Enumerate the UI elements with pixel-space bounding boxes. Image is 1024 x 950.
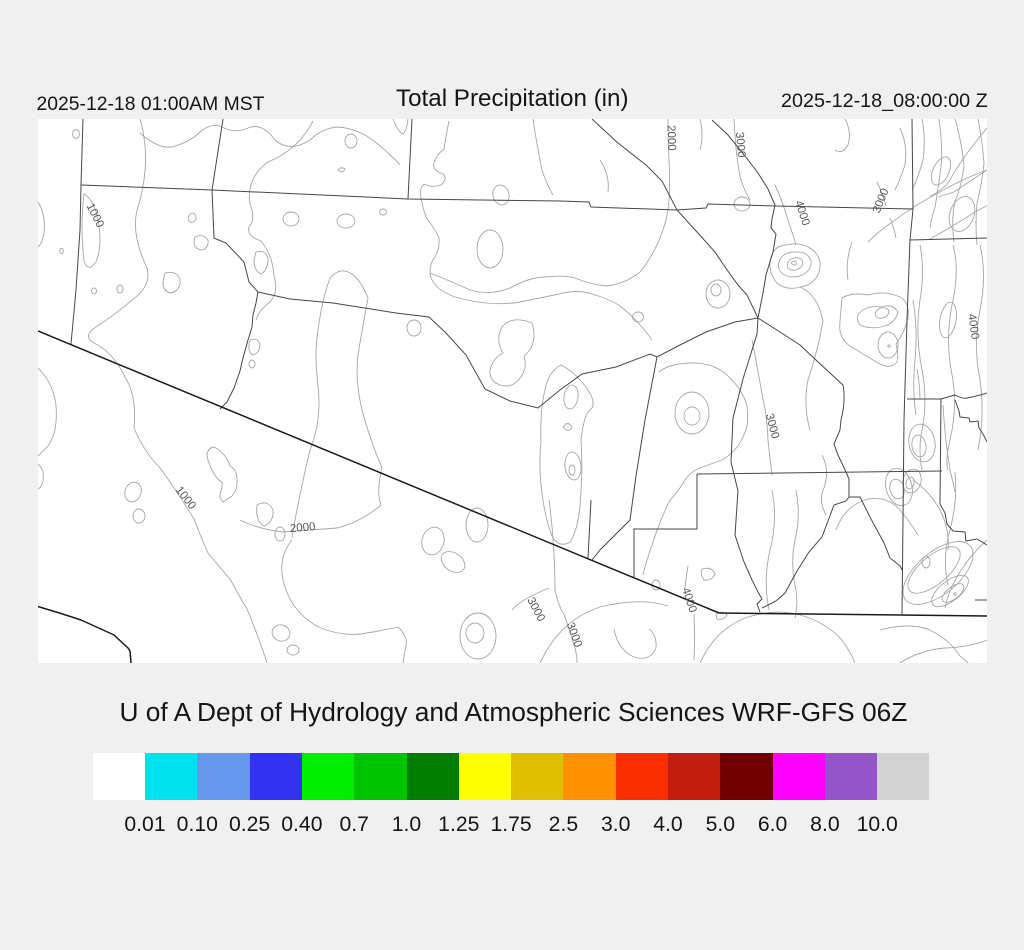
svg-text:4000: 4000: [679, 586, 698, 614]
svg-text:2000: 2000: [289, 521, 316, 535]
svg-text:2000: 2000: [665, 125, 678, 151]
svg-text:3000: 3000: [564, 621, 584, 649]
svg-text:4000: 4000: [965, 313, 980, 340]
svg-text:1000: 1000: [173, 484, 198, 512]
svg-text:4000: 4000: [792, 199, 811, 227]
svg-text:3000: 3000: [871, 187, 892, 215]
svg-text:1000: 1000: [84, 202, 106, 230]
svg-text:3000: 3000: [763, 412, 781, 440]
svg-text:3000: 3000: [524, 595, 547, 623]
svg-text:3000: 3000: [733, 131, 747, 158]
